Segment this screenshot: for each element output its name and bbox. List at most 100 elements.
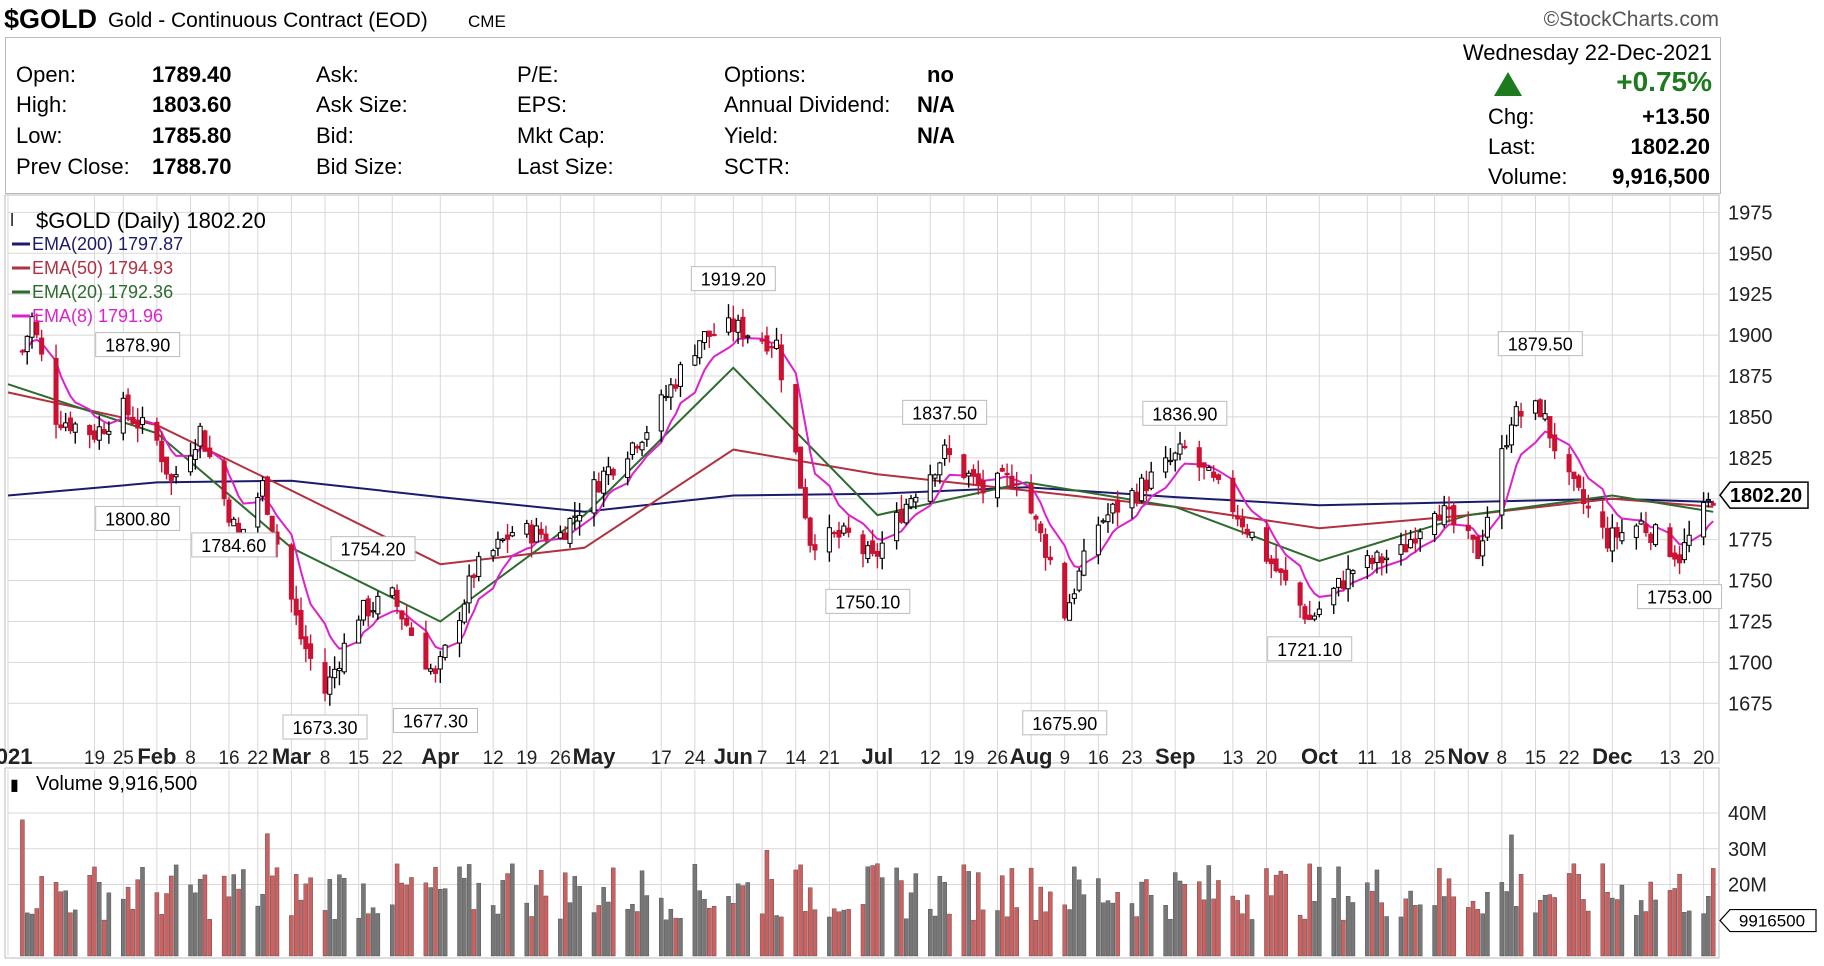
price-annotation-label: 1837.50 <box>912 403 977 423</box>
candle-body <box>1038 523 1044 534</box>
candle-body <box>999 468 1005 472</box>
date-tick-label: 20 <box>1693 748 1714 769</box>
candle-body <box>562 532 568 540</box>
annual-dividend-label: Annual Dividend: <box>724 92 891 117</box>
candle-body <box>1071 593 1077 599</box>
candle-body <box>1451 505 1457 526</box>
volume-bar <box>692 863 698 957</box>
pe-label: P/E: <box>517 62 559 87</box>
volume-bar <box>942 882 947 957</box>
volume-bar <box>1538 900 1543 957</box>
price-annotation-label: 1750.10 <box>835 592 900 612</box>
quote-panel: Open: 1789.40 High: 1803.60 Low: 1785.80… <box>5 37 1721 194</box>
candle-body <box>634 445 640 449</box>
volume-bar <box>1081 894 1087 957</box>
candle-body <box>24 335 30 353</box>
candle-body <box>1585 505 1591 509</box>
date-tick-label: 8 <box>185 748 196 769</box>
date-tick-label: 19 <box>953 748 974 769</box>
volume-bar <box>1403 898 1409 957</box>
candle-body <box>860 534 866 555</box>
candle-body <box>67 417 73 432</box>
volume-bar <box>538 870 544 957</box>
date-tick-label: Feb <box>137 744 176 769</box>
price-panel-frame <box>4 194 1720 764</box>
volume-value: 9,916,500 <box>1612 164 1710 189</box>
candle-body <box>332 668 338 679</box>
volume-bar <box>1581 899 1586 957</box>
volume-bar <box>793 869 798 957</box>
date-tick-label: 14 <box>785 748 807 769</box>
date-tick-label: 17 <box>651 748 672 769</box>
candle-body <box>529 524 535 544</box>
price-annotation-box <box>95 332 181 358</box>
date-tick-label: 8 <box>1497 748 1508 769</box>
volume-bar <box>24 912 30 957</box>
volume-bar <box>58 891 64 957</box>
volume-bar <box>1480 913 1485 957</box>
volume-bar <box>63 890 68 957</box>
candle-body <box>1436 514 1442 521</box>
volume-bar <box>908 892 914 957</box>
volume-bar <box>404 884 409 957</box>
volume-bar <box>438 888 443 957</box>
volume-bar <box>697 890 702 957</box>
date-tick-label: 22 <box>247 748 268 769</box>
candle-body <box>759 339 765 342</box>
brand-logo[interactable]: ©StockCharts.com <box>1543 8 1719 31</box>
volume-bar <box>135 879 140 957</box>
candle-body <box>874 550 880 557</box>
volume-bar <box>630 904 635 957</box>
price-tick-label: 1700 <box>1728 652 1773 674</box>
candle-body <box>500 538 506 541</box>
last-volume-label: 9916500 <box>1739 912 1805 931</box>
candle-body <box>202 430 208 452</box>
candle-body <box>812 544 818 551</box>
volume-bar <box>1312 901 1317 957</box>
price-annotation-label: 1721.10 <box>1277 640 1342 660</box>
date-tick-label: 19 <box>516 748 537 769</box>
candle-body <box>1398 544 1404 555</box>
candle-body <box>764 335 770 352</box>
legend-label: EMA(50) 1794.93 <box>32 258 173 278</box>
candle-body <box>793 384 799 453</box>
candle-body <box>1263 527 1270 562</box>
date-tick-label: 25 <box>1424 748 1445 769</box>
candle-body <box>423 632 429 670</box>
volume-bar <box>1485 892 1490 957</box>
candle-body <box>303 636 309 650</box>
last-price-label: 1802.20 <box>1730 485 1802 507</box>
date-tick-label: 12 <box>483 748 504 769</box>
date-tick-label: 15 <box>1525 748 1546 769</box>
low-value: 1785.80 <box>152 123 232 148</box>
volume-bar <box>937 876 943 957</box>
volume-bar <box>342 877 347 957</box>
candle-body <box>927 474 933 502</box>
price-tick-label: 1875 <box>1728 366 1773 388</box>
volume-bar <box>332 919 337 957</box>
candle-body <box>365 598 371 617</box>
volume-bar <box>1369 891 1375 957</box>
date-tick-label: 9 <box>1059 748 1070 769</box>
candle-body <box>360 599 366 621</box>
candle-body <box>437 656 443 670</box>
candle-body <box>1508 424 1514 446</box>
volume-bar <box>1033 919 1039 957</box>
candle-body <box>293 598 299 616</box>
date-tick-label: Aug <box>1010 744 1053 769</box>
candle-body <box>1547 416 1553 439</box>
volume-bar <box>1240 913 1245 957</box>
candle-body <box>255 497 261 528</box>
date-tick-label: Dec <box>1592 744 1632 769</box>
volume-bar <box>1437 868 1442 957</box>
volume-bar <box>73 909 78 957</box>
volume-tick-label: 30M <box>1728 839 1767 861</box>
candle-body <box>1379 556 1385 564</box>
candle-body <box>1206 466 1212 471</box>
volume-bar <box>1710 868 1716 957</box>
volume-bar <box>562 872 568 957</box>
volume-bar <box>462 877 467 957</box>
volume-bar <box>1398 916 1404 957</box>
volume-bar <box>121 898 126 957</box>
